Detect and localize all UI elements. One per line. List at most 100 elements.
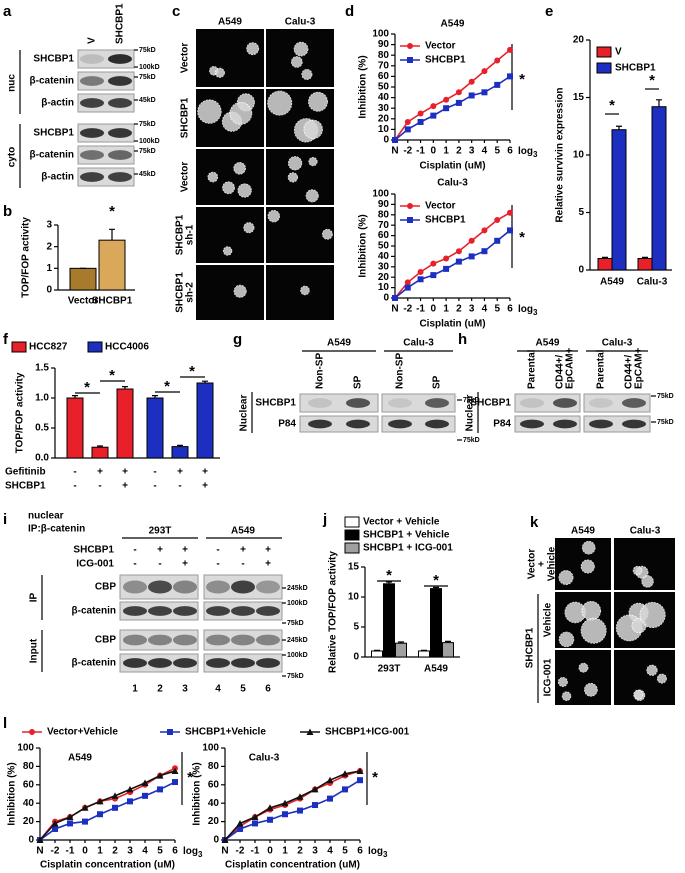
row-label: β-actin bbox=[41, 172, 74, 183]
sphere bbox=[237, 183, 252, 198]
point bbox=[404, 284, 411, 291]
y-tick-label: 100 bbox=[372, 29, 389, 40]
point bbox=[443, 255, 450, 262]
point bbox=[468, 237, 475, 244]
point bbox=[312, 802, 318, 809]
x-tick-label: 6 bbox=[507, 304, 513, 315]
condition-sign: + bbox=[157, 545, 163, 556]
band bbox=[108, 150, 132, 160]
significance: * bbox=[433, 572, 439, 589]
band bbox=[173, 580, 197, 594]
x-unit-sub: 3 bbox=[383, 850, 388, 859]
x-unit-base: log bbox=[183, 846, 198, 857]
sphere bbox=[581, 600, 602, 621]
condition-label: SHCBP1 bbox=[5, 481, 46, 492]
y-tick-label: 0 bbox=[353, 652, 359, 663]
condition-sign: - bbox=[73, 481, 76, 492]
size-marker: 100kD bbox=[287, 652, 308, 659]
legend-label: SHCBP1 + ICG-001 bbox=[363, 543, 453, 554]
x-unit: log3 bbox=[518, 146, 538, 159]
condition-sign: + bbox=[202, 481, 208, 492]
band bbox=[123, 580, 147, 594]
point bbox=[126, 785, 134, 793]
band bbox=[553, 419, 577, 429]
sphere bbox=[580, 617, 607, 644]
band bbox=[148, 606, 172, 616]
sphere bbox=[246, 42, 260, 56]
point bbox=[141, 779, 149, 786]
point bbox=[481, 68, 488, 75]
error-bar bbox=[386, 581, 392, 584]
y-tick-label: 40 bbox=[23, 798, 35, 809]
fraction-label: nuc bbox=[7, 74, 18, 92]
band bbox=[346, 398, 370, 408]
error-bar bbox=[602, 256, 608, 259]
x-tick-label: -2 bbox=[403, 304, 412, 315]
y-tick-label: 10 bbox=[573, 150, 585, 161]
sphere bbox=[229, 101, 253, 125]
point bbox=[142, 792, 148, 799]
legend-label: SHCBP1 bbox=[615, 63, 656, 74]
band bbox=[206, 580, 230, 594]
bar bbox=[116, 388, 134, 459]
row-label: β-catenin bbox=[72, 658, 116, 669]
panel-letter: k bbox=[530, 514, 539, 531]
condition-sign: - bbox=[178, 481, 181, 492]
condition-sign: + bbox=[202, 467, 208, 478]
row-label: SHCBP1 bbox=[180, 97, 191, 138]
lane-label: EpCAM+ bbox=[634, 347, 645, 389]
y-tick-label: 0 bbox=[383, 135, 389, 146]
point bbox=[455, 89, 462, 96]
x-tick-label: 0 bbox=[82, 846, 88, 857]
y-tick-label: 60 bbox=[208, 779, 220, 790]
x-tick-label: 1 bbox=[282, 846, 288, 857]
significance: * bbox=[519, 229, 525, 246]
bar bbox=[371, 650, 383, 658]
bar bbox=[442, 642, 454, 658]
row-label: Vector bbox=[527, 549, 538, 580]
band bbox=[553, 398, 577, 408]
row-label: CBP bbox=[95, 582, 116, 593]
y-tick-label: 0.0 bbox=[35, 453, 49, 464]
point bbox=[66, 813, 74, 820]
y-tick-label: 90 bbox=[378, 39, 390, 50]
lane-label: Non-SP bbox=[315, 353, 326, 389]
y-tick-label: 0 bbox=[578, 265, 584, 276]
size-marker: 75kD bbox=[139, 74, 156, 81]
band bbox=[589, 398, 613, 408]
x-tick-label: 4 bbox=[327, 846, 333, 857]
point bbox=[455, 248, 462, 255]
x-tick-label: 4 bbox=[482, 304, 488, 315]
point bbox=[443, 105, 450, 112]
point bbox=[67, 820, 73, 827]
y-tick-label: 100 bbox=[372, 189, 389, 200]
error-bar bbox=[616, 125, 622, 130]
panel-letter: c bbox=[172, 3, 180, 20]
bar bbox=[196, 382, 214, 459]
band bbox=[520, 419, 544, 429]
y-tick-label: 80 bbox=[208, 761, 220, 772]
point bbox=[357, 777, 363, 784]
micrograph bbox=[196, 149, 264, 205]
legend-label: Vector + Vehicle bbox=[363, 517, 440, 528]
column-label: A549 bbox=[218, 17, 242, 28]
condition-sign: + bbox=[122, 467, 128, 478]
x-tick-label: -2 bbox=[51, 846, 60, 857]
point bbox=[404, 118, 411, 125]
bar bbox=[395, 642, 407, 658]
sphere bbox=[300, 285, 310, 296]
point bbox=[404, 126, 411, 133]
micrograph bbox=[266, 149, 334, 205]
y-axis-label: Inhibition (%) bbox=[192, 762, 203, 825]
bar bbox=[146, 397, 164, 459]
point bbox=[97, 811, 103, 818]
sphere bbox=[222, 181, 235, 195]
significance: * bbox=[187, 769, 193, 786]
blot-strip bbox=[119, 629, 199, 651]
error-bar bbox=[122, 386, 128, 389]
condition-sign: - bbox=[241, 559, 244, 570]
point bbox=[494, 57, 501, 64]
size-marker: 45kD bbox=[139, 171, 156, 178]
series-line bbox=[224, 770, 361, 841]
section-label: Input bbox=[29, 638, 40, 663]
